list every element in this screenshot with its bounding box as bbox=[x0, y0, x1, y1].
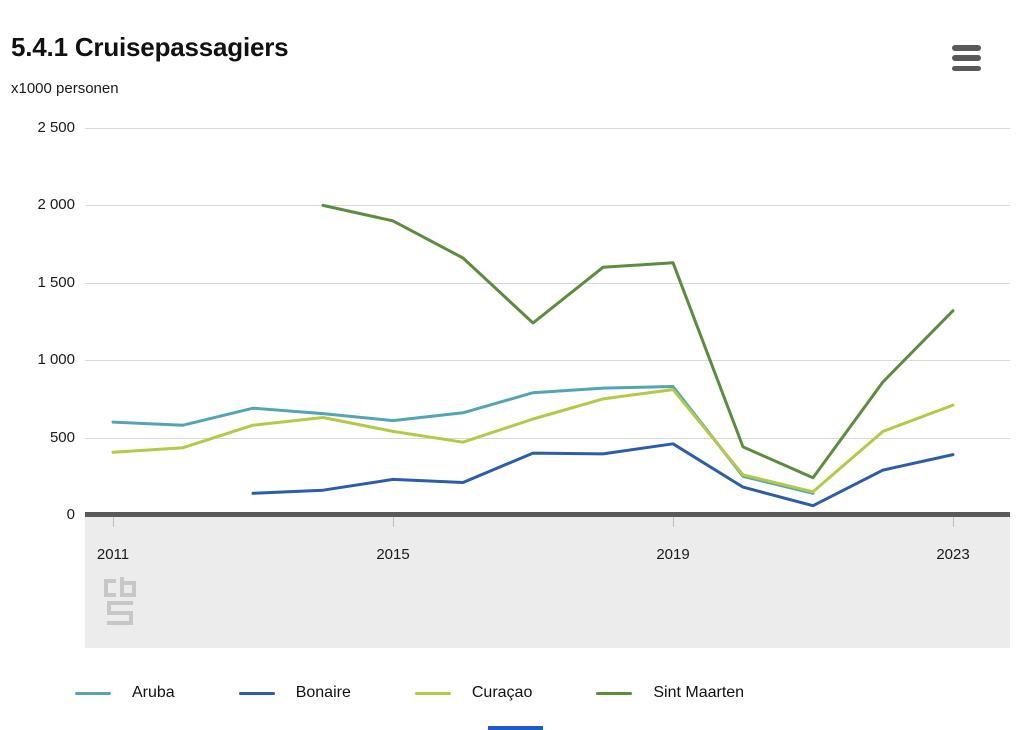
chart-legend: Aruba Bonaire Curaçao Sint Maarten bbox=[75, 684, 744, 702]
legend-swatch bbox=[75, 691, 111, 695]
legend-item-aruba[interactable]: Aruba bbox=[75, 684, 175, 702]
legend-label: Sint Maarten bbox=[653, 684, 745, 701]
hamburger-bar bbox=[952, 55, 981, 61]
x-axis-tick-label: 2019 bbox=[656, 546, 690, 563]
gridline bbox=[85, 205, 1010, 206]
x-axis-tick bbox=[393, 517, 394, 527]
legend-swatch bbox=[238, 691, 275, 695]
series-line-curaçao bbox=[111, 388, 955, 494]
legend-label: Aruba bbox=[132, 684, 175, 701]
x-axis-band: 2011 2015 2019 2023 bbox=[85, 517, 1010, 648]
hamburger-bar bbox=[952, 65, 981, 71]
x-axis-tick bbox=[953, 517, 954, 527]
legend-swatch bbox=[414, 691, 451, 695]
hamburger-bar bbox=[952, 45, 981, 51]
x-axis-tick-label: 2015 bbox=[376, 546, 410, 563]
x-axis-tick-label: 2023 bbox=[936, 546, 970, 563]
legend-item-sint-maarten[interactable]: Sint Maarten bbox=[596, 684, 744, 702]
gridline bbox=[85, 128, 1010, 129]
y-axis-tick-label: 2 500 bbox=[37, 119, 75, 136]
gridline bbox=[85, 360, 1010, 361]
bottom-bar bbox=[488, 726, 543, 730]
page-title: 5.4.1 Cruisepassagiers bbox=[11, 32, 289, 62]
gridline bbox=[85, 438, 1010, 439]
y-axis-tick-label: 1 500 bbox=[37, 274, 75, 291]
legend-label: Curaçao bbox=[471, 684, 533, 701]
x-axis-tick bbox=[673, 517, 674, 527]
legend-label: Bonaire bbox=[295, 684, 351, 701]
series-line-bonaire bbox=[251, 442, 955, 508]
y-axis-unit-label: x1000 personen bbox=[11, 80, 119, 97]
y-axis-tick-label: 1 000 bbox=[37, 351, 75, 368]
series-line-sint-maarten bbox=[321, 203, 955, 480]
series-line-aruba bbox=[111, 385, 815, 495]
x-axis-tick bbox=[113, 517, 114, 527]
x-axis-tick-label: 2011 bbox=[96, 546, 130, 563]
cbs-logo bbox=[104, 577, 136, 625]
hamburger-menu-icon[interactable] bbox=[952, 45, 982, 71]
y-axis-tick-label: 0 bbox=[66, 506, 75, 523]
plot-area bbox=[85, 120, 1010, 515]
chart-lines bbox=[111, 203, 955, 508]
gridline bbox=[85, 283, 1010, 284]
x-axis-line bbox=[85, 512, 1010, 517]
legend-item-curaçao[interactable]: Curaçao bbox=[414, 684, 533, 702]
y-axis-tick-label: 500 bbox=[49, 429, 75, 446]
y-axis-tick-label: 2 000 bbox=[37, 196, 75, 213]
legend-swatch bbox=[596, 691, 633, 695]
legend-item-bonaire[interactable]: Bonaire bbox=[238, 684, 351, 702]
